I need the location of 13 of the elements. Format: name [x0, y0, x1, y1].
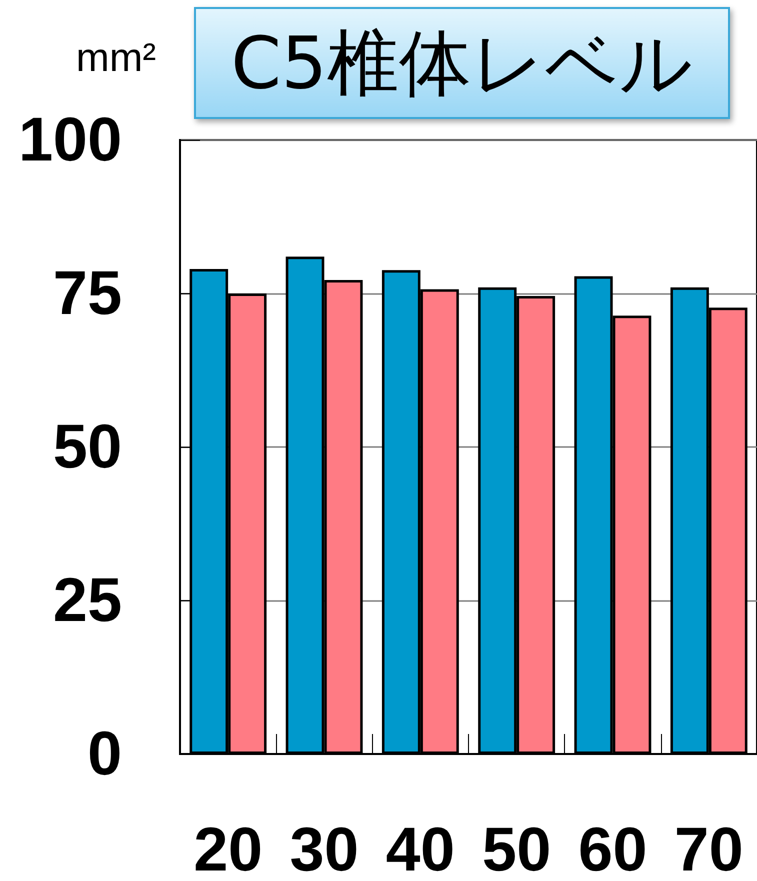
- y-tick-label: 25: [53, 566, 122, 635]
- x-tick-label: 70: [674, 816, 744, 881]
- y-tick-label: 0: [88, 720, 122, 788]
- x-tick-label: 20: [194, 816, 263, 881]
- x-tick-label: 60: [578, 816, 648, 881]
- chart-title: C5椎体レベル: [231, 21, 694, 105]
- y-tick-label: 75: [53, 259, 122, 328]
- y-tick-label: 50: [53, 412, 122, 482]
- x-tick-label: 50: [482, 816, 552, 881]
- y-tick-label: 100: [18, 106, 122, 174]
- y-axis-title: mm²: [76, 36, 156, 80]
- x-tick-label: 30: [290, 816, 359, 881]
- x-tick-label: 40: [386, 816, 455, 881]
